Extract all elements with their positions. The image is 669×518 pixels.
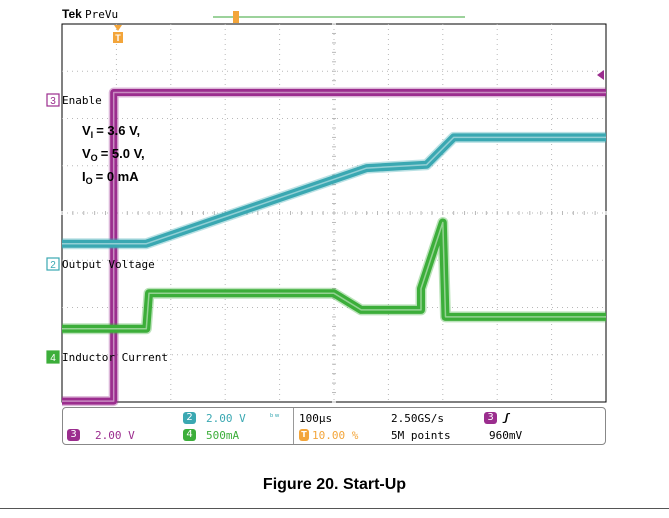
- enable-channel-marker[interactable]: 3: [46, 93, 60, 107]
- ch4-scale-chip[interactable]: 4: [183, 429, 196, 441]
- mode-label: PreVu: [85, 8, 118, 21]
- record-length-value: 5M points: [391, 429, 451, 442]
- enable-channel-number: 3: [50, 96, 56, 107]
- figure-caption: Figure 20. Start-Up: [262, 476, 407, 493]
- trigger-position-chip-icon: T: [299, 429, 309, 441]
- ch3-scale-value: 2.00 V: [95, 429, 135, 442]
- output-trace-label: Output Voltage: [62, 258, 155, 271]
- condition-io: IO = 0 mA: [82, 169, 139, 186]
- trigger-position-glyph: T: [115, 33, 121, 43]
- output-voltage-trace-highlight: [62, 136, 606, 245]
- output-channel-number: 2: [50, 260, 56, 271]
- enable-trace-label: Enable: [62, 94, 102, 107]
- panel-divider: [293, 408, 294, 444]
- output-voltage-trace: [62, 133, 606, 248]
- ch2-scale-chip[interactable]: 2: [183, 412, 196, 424]
- trace-group: [62, 87, 606, 407]
- inductor-channel-marker[interactable]: 4: [46, 350, 60, 364]
- inductor-trace-label: Inductor Current: [62, 351, 168, 364]
- ch2-scale-value: 2.00 V: [206, 412, 246, 425]
- trigger-position-value[interactable]: 10.00 %: [312, 429, 359, 442]
- rising-edge-icon: ʃ: [503, 411, 510, 424]
- trigger-position-arrow[interactable]: [114, 25, 122, 31]
- trigger-level-value[interactable]: 960mV: [489, 429, 523, 442]
- timebase-value[interactable]: 100µs: [299, 412, 333, 425]
- ch3-scale-chip[interactable]: 3: [67, 429, 80, 441]
- brand-label: Tek: [62, 7, 82, 21]
- condition-vi: VI = 3.6 V,: [82, 123, 140, 140]
- trigger-level-arrow[interactable]: [597, 70, 604, 80]
- trigger-position-icon: [113, 32, 123, 43]
- output-channel-marker[interactable]: 2: [46, 257, 60, 271]
- trigger-source-chip[interactable]: 3: [484, 412, 497, 424]
- bottom-rule: [0, 508, 669, 509]
- status-panel: 3 2.00 V 2 2.00 V ᵇʷ 4 500mA 100µs T 10.…: [62, 407, 606, 445]
- bandwidth-limit-icon: ᵇʷ: [269, 413, 280, 423]
- inductor-current-trace-highlight: [62, 221, 606, 330]
- test-conditions: VI = 3.6 V, VO = 5.0 V, IO = 0 mA: [82, 123, 145, 186]
- sample-rate-value: 2.50GS/s: [391, 412, 444, 425]
- inductor-channel-number: 4: [50, 353, 56, 364]
- inductor-current-trace: [62, 218, 606, 333]
- record-position-marker[interactable]: [233, 11, 239, 23]
- ch4-scale-value: 500mA: [206, 429, 240, 442]
